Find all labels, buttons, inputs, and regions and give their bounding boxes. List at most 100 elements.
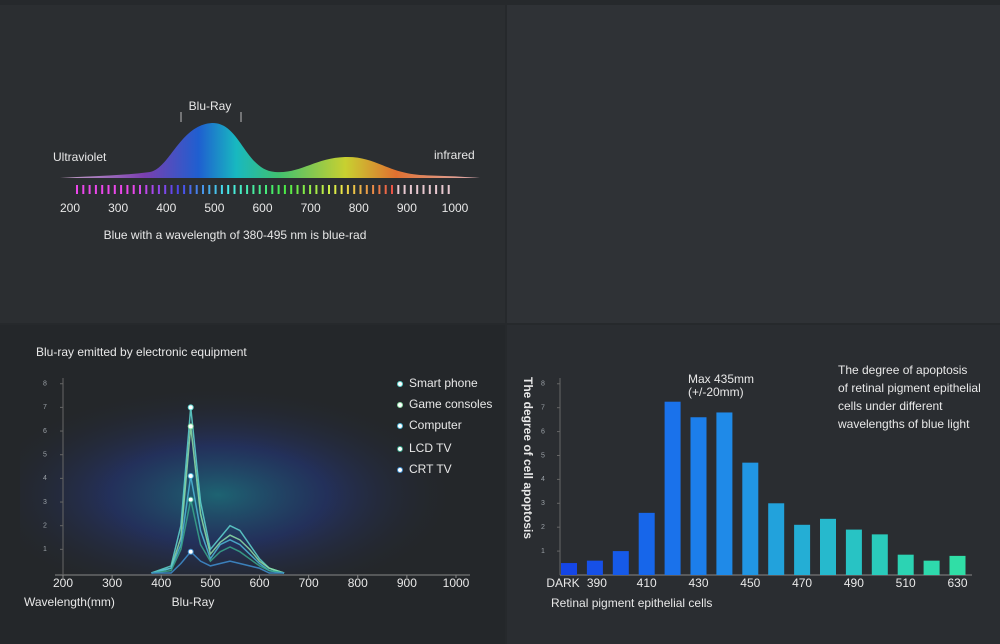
spectrum-tick xyxy=(447,185,450,194)
line xyxy=(151,475,285,574)
x-tick-label: 630 xyxy=(947,576,967,590)
bar xyxy=(716,412,733,575)
spectrum-tick xyxy=(76,185,78,194)
spectrum-tick xyxy=(151,185,154,194)
x-tick-label: 700 xyxy=(299,576,319,590)
legend-dot xyxy=(397,467,403,473)
left-label: Ultraviolet xyxy=(53,150,107,164)
panel xyxy=(507,5,1000,323)
x-tick-label: 200 xyxy=(60,201,80,215)
legend-label: Smart phone xyxy=(409,376,478,390)
x-tick-label: 600 xyxy=(249,576,269,590)
x-tick-label: 300 xyxy=(108,201,128,215)
spectrum-tick xyxy=(428,185,431,194)
spectrum-tick xyxy=(252,185,255,194)
peak-dot xyxy=(187,473,194,479)
x-tick-label: 390 xyxy=(587,576,607,590)
legend-label: Game consoles xyxy=(409,397,492,411)
spectrum-tick xyxy=(283,185,286,194)
y-tick-label: 7 xyxy=(43,404,47,411)
spectrum-tick xyxy=(176,185,179,194)
spectrum-tick xyxy=(346,185,349,194)
spectrum-tick xyxy=(353,185,356,194)
x-axis-label: Retinal pigment epithelial cells xyxy=(551,596,712,610)
spectrum-tick xyxy=(164,185,167,194)
y-tick-label: 8 xyxy=(43,381,47,388)
spectrum-tick xyxy=(422,185,425,194)
x-tick-label: 200 xyxy=(53,576,73,590)
x-annotation: Blu-Ray xyxy=(172,595,215,609)
x-tick-label: 700 xyxy=(301,201,321,215)
x-tick-label: DARK xyxy=(546,576,579,590)
spectrum-tick xyxy=(214,185,217,194)
x-tick-label: 510 xyxy=(896,576,916,590)
y-tick-label: 1 xyxy=(43,546,47,553)
spectrum-tick xyxy=(277,185,280,194)
spectrum-tick xyxy=(391,185,393,194)
peak-label: Blu-Ray xyxy=(189,99,232,113)
legend-dot xyxy=(397,402,403,408)
y-tick-label: 1 xyxy=(541,548,545,555)
spectrum-tick xyxy=(296,185,299,194)
y-tick-label: 6 xyxy=(43,428,47,435)
x-tick-label: 900 xyxy=(397,201,417,215)
bracket xyxy=(180,112,242,122)
y-tick-label: 8 xyxy=(541,381,545,388)
spectrum-tick xyxy=(384,185,387,194)
spectrum-tick xyxy=(233,185,236,194)
x-tick-label: 410 xyxy=(637,576,657,590)
spectrum-tick xyxy=(416,185,419,194)
spectrum-tick xyxy=(372,185,375,194)
spectrum-tick xyxy=(309,185,312,194)
spectrum-tick xyxy=(220,185,223,194)
spectrum-tick xyxy=(378,185,381,194)
note: The degree of apoptosis xyxy=(838,363,967,377)
spectrum-tick xyxy=(195,185,198,194)
spectrum-tick xyxy=(409,185,412,194)
bar xyxy=(586,560,603,575)
spectrum-tick xyxy=(132,185,135,194)
spectrum-tick xyxy=(403,185,406,194)
spectrum-tick xyxy=(208,185,211,194)
spectrum-tick xyxy=(126,185,129,194)
x-axis-label: Wavelength(mm) xyxy=(24,595,115,609)
spectrum-tick xyxy=(340,185,343,194)
x-tick-label: 490 xyxy=(844,576,864,590)
x-tick-label: 300 xyxy=(102,576,122,590)
y-tick-label: 7 xyxy=(541,405,545,412)
spectrum-tick xyxy=(365,185,368,194)
legend-label: Computer xyxy=(409,418,462,432)
x-tick-label: 500 xyxy=(200,576,220,590)
bar xyxy=(612,551,629,575)
spectrum-tick xyxy=(321,185,324,194)
x-tick-label: 400 xyxy=(156,201,176,215)
spectrum-tick xyxy=(239,185,242,194)
spectrum-tick xyxy=(258,185,261,194)
bar xyxy=(845,529,862,575)
note: of retinal pigment epithelial xyxy=(838,381,981,395)
x-tick-label: 470 xyxy=(792,576,812,590)
spectrum-tick xyxy=(271,185,274,194)
legend-dot xyxy=(397,381,403,387)
line xyxy=(151,407,285,574)
x-tick-label: 900 xyxy=(397,576,417,590)
legend-dot xyxy=(397,446,403,452)
spectrum-tick xyxy=(246,185,249,194)
bar xyxy=(768,503,785,575)
y-tick-label: 4 xyxy=(541,476,545,483)
spectrum-tick xyxy=(227,185,230,194)
annotation: Max 435mm xyxy=(688,372,754,386)
spectrum-tick xyxy=(435,185,438,194)
spectrum-tick xyxy=(328,185,330,194)
bar xyxy=(690,417,707,575)
legend-label: CRT TV xyxy=(409,462,452,476)
bar xyxy=(638,512,655,575)
spectrum-tick xyxy=(94,185,97,194)
spectrum-tick xyxy=(315,185,318,194)
y-tick-label: 5 xyxy=(541,452,545,459)
peak-dot xyxy=(187,404,194,411)
spectrum-tick xyxy=(139,185,141,194)
bar xyxy=(664,401,681,575)
